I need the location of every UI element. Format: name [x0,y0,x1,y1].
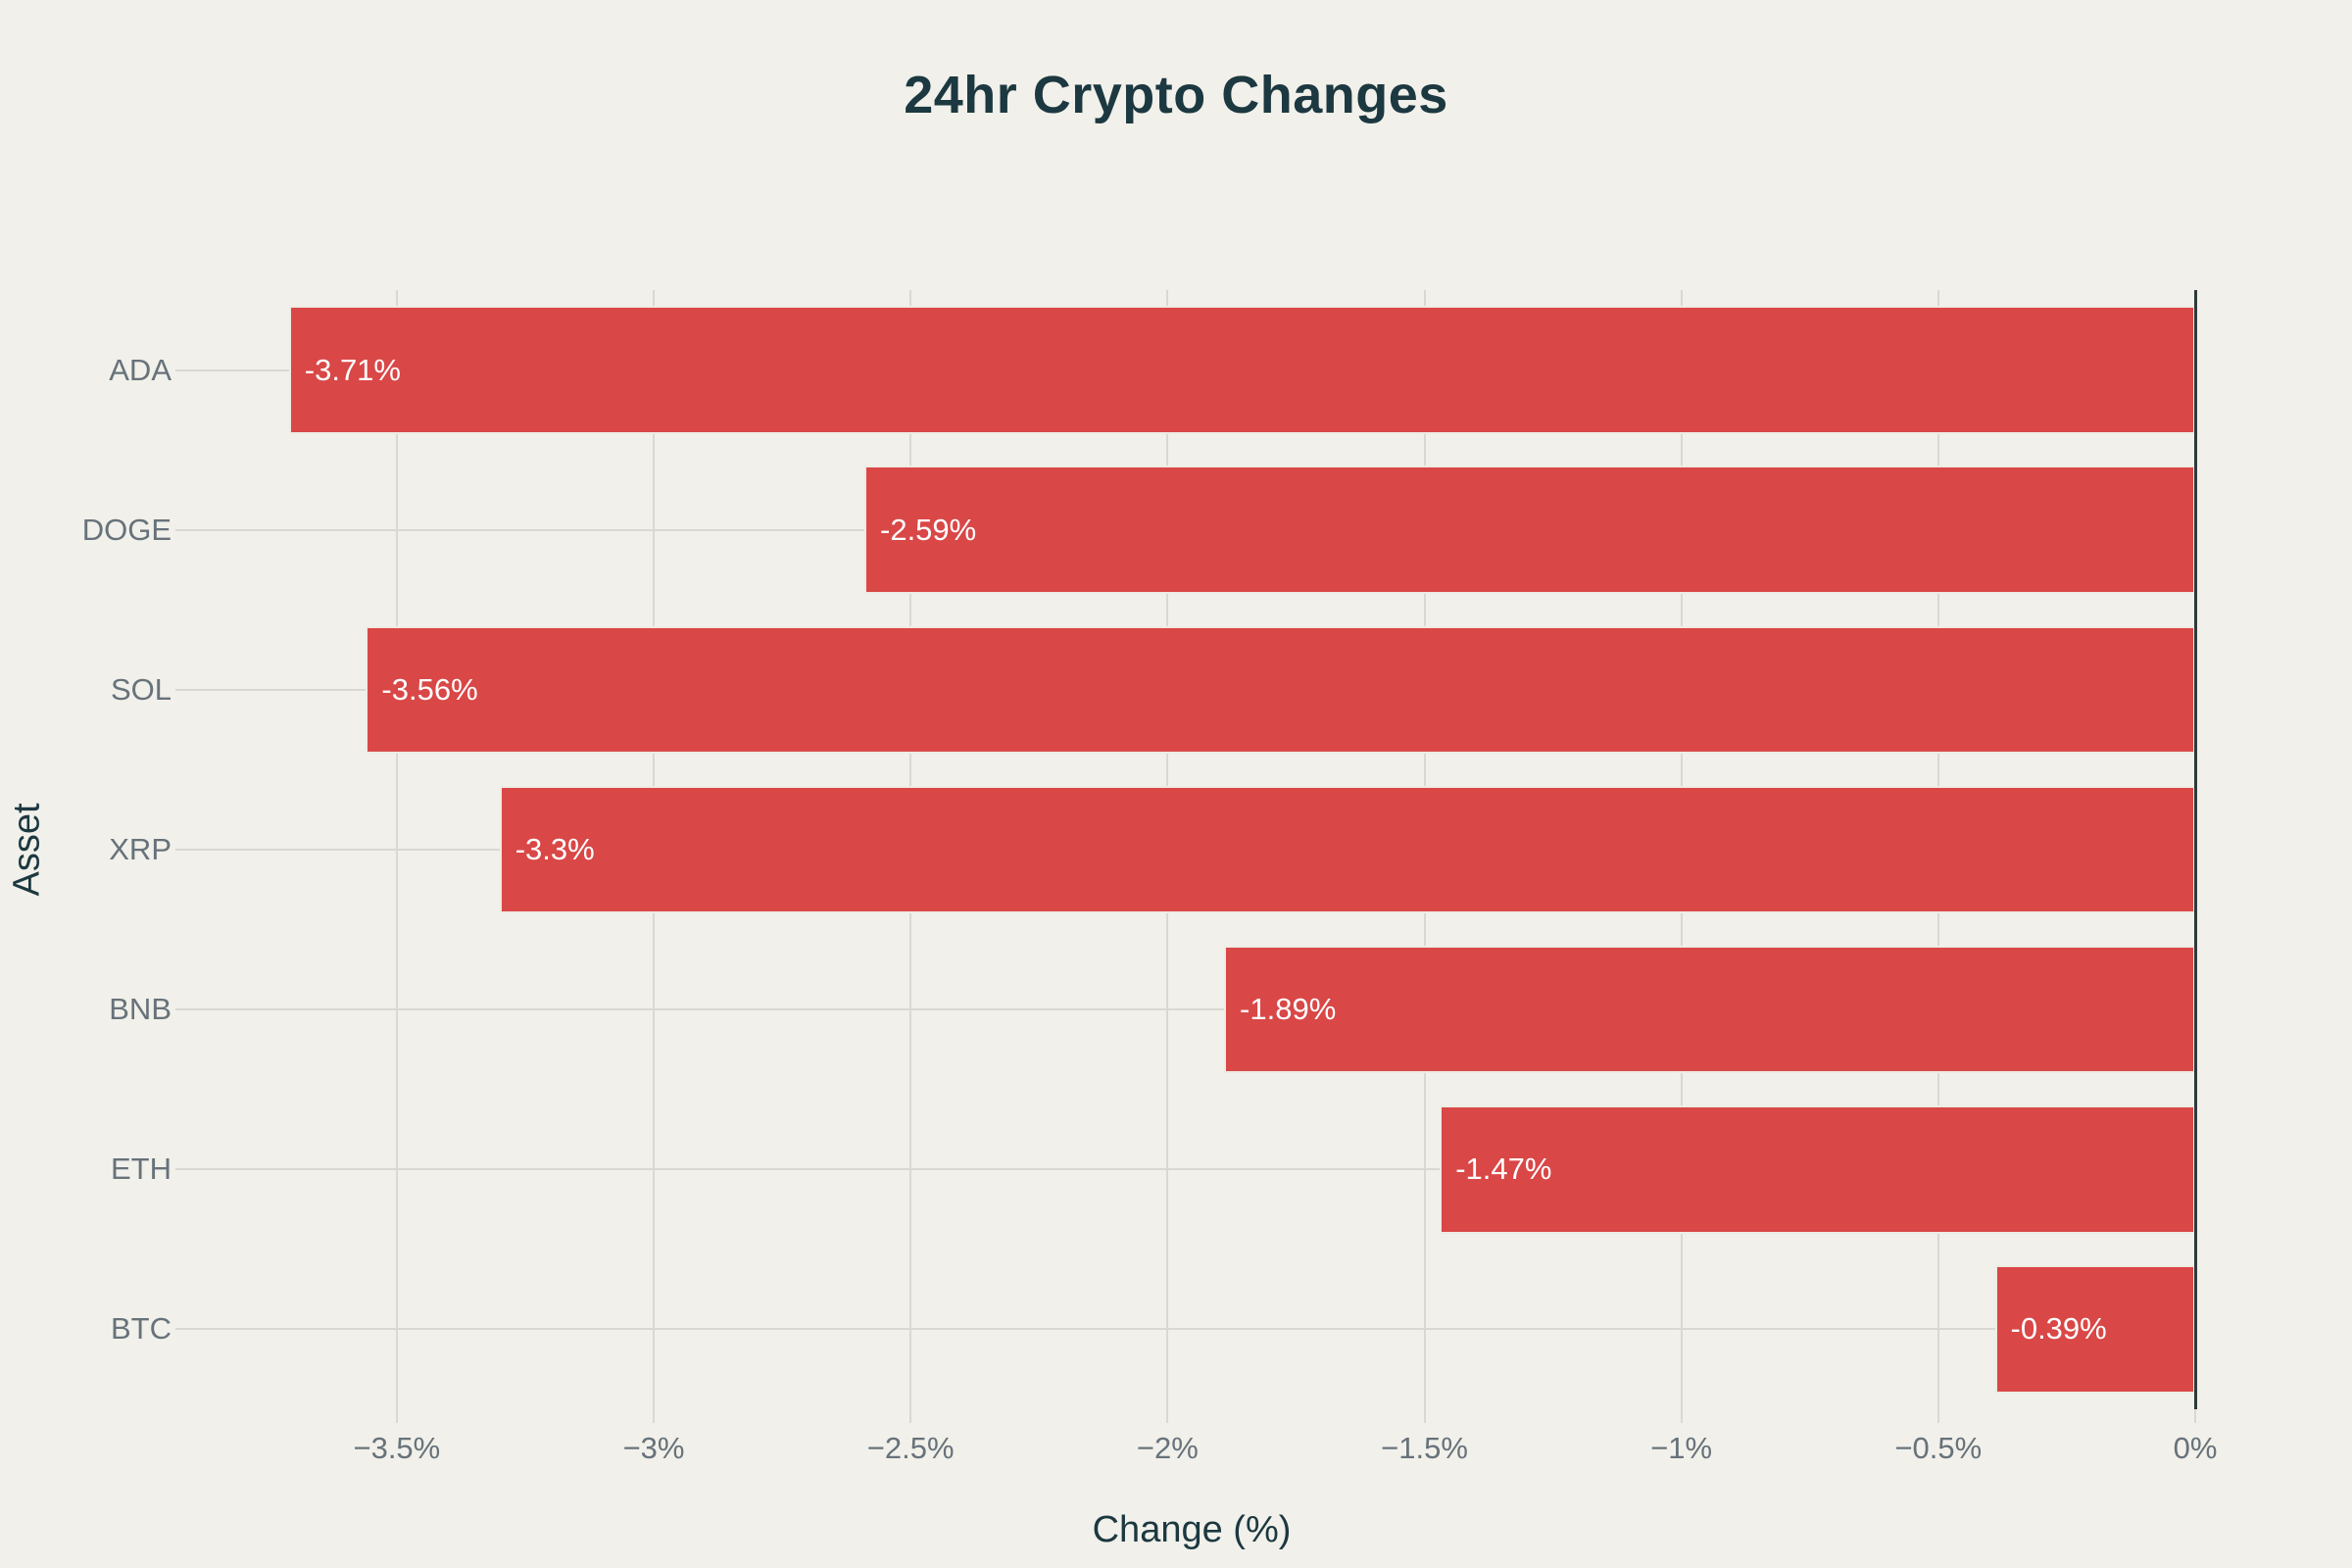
bar-bnb[interactable]: -1.89% [1224,945,2195,1074]
y-gridline [188,1168,2195,1171]
x-tick-mark [2194,1409,2196,1423]
x-tick-label: −0.5% [1894,1431,1983,1465]
x-tick-label: −2.5% [866,1431,955,1465]
y-tick-label: SOL [110,671,172,707]
y-tick-mark [175,688,188,691]
bar-value-label: -3.56% [381,671,478,707]
chart-title: 24hr Crypto Changes [904,66,1448,124]
y-tick-label: DOGE [81,512,172,547]
x-tick-label: −1.5% [1381,1431,1468,1465]
bar-value-label: -0.39% [2010,1311,2107,1347]
bar-doge[interactable]: -2.59% [864,466,2195,594]
y-tick-label: BNB [109,992,172,1027]
bar-ada[interactable]: -3.71% [288,306,2195,434]
y-tick-label: BTC [111,1311,172,1347]
y-tick-label: ETH [111,1152,172,1187]
y-gridline [188,1328,2195,1331]
bar-sol[interactable]: -3.56% [366,625,2195,755]
y-tick-mark [175,1008,188,1011]
y-tick-label: XRP [109,832,172,866]
zero-line [2193,290,2197,1409]
y-tick-mark [175,1168,188,1171]
bar-value-label: -2.59% [880,512,977,547]
y-tick-mark [175,1328,188,1331]
y-tick-mark [175,528,188,531]
bar-eth[interactable]: -1.47% [1440,1105,2195,1234]
x-tick-mark [395,1409,398,1423]
x-axis-title: Change (%) [1092,1509,1292,1550]
x-tick-label: 0% [2173,1431,2218,1465]
bar-btc[interactable]: -0.39% [1994,1265,2195,1394]
x-tick-mark [909,1409,912,1423]
x-tick-label: −3.5% [353,1431,441,1465]
y-tick-mark [175,368,188,371]
x-tick-mark [1166,1409,1169,1423]
plot-area: −3.5% −3% −2.5% −2% −1.5% −1% −0.5% 0% ADA -3.71%… [82,290,2217,1465]
y-tick-mark [175,849,188,851]
x-tick-mark [1936,1409,1939,1423]
y-gridline [188,1008,2195,1011]
bar-value-label: -3.71% [304,352,401,387]
bar-value-label: -1.47% [1455,1152,1552,1187]
y-tick-label: ADA [109,352,172,387]
bar-value-label: -1.89% [1240,992,1337,1027]
bar-value-label: -3.3% [514,831,595,866]
x-tick-mark [1423,1409,1426,1423]
x-tick-label: −3% [622,1431,685,1465]
x-tick-label: −1% [1650,1431,1713,1465]
x-tick-label: −2% [1136,1431,1199,1465]
bar-xrp[interactable]: -3.3% [499,785,2195,914]
x-tick-mark [653,1409,656,1423]
x-tick-mark [1680,1409,1683,1423]
